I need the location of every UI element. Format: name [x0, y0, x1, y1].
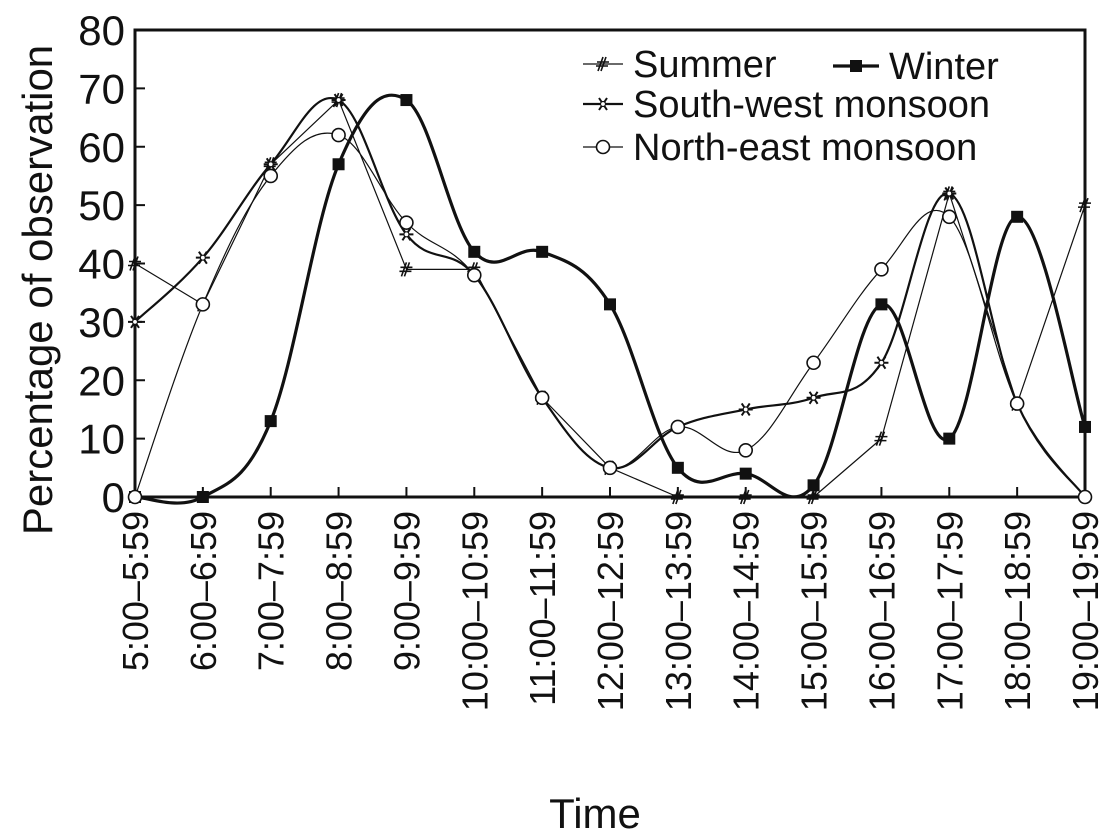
data-point	[806, 355, 821, 371]
legend-label: Winter	[889, 46, 999, 88]
data-point	[1011, 210, 1024, 223]
legend-label: North-east monsoon	[633, 127, 977, 169]
data-point	[602, 460, 618, 476]
series-north-east-monsoon	[127, 127, 1093, 505]
y-axis-title: Percentage of observation	[14, 45, 61, 535]
x-tick-label: 7:00–7:59	[251, 511, 292, 671]
data-point	[670, 419, 686, 435]
x-tick-label: 10:00–10:59	[454, 511, 495, 711]
data-point	[263, 168, 279, 184]
x-tick-label: 9:00–9:59	[386, 511, 427, 671]
legend-item: Summer	[583, 44, 777, 86]
data-point	[806, 489, 820, 505]
data-point	[534, 390, 550, 406]
data-point-core	[335, 96, 342, 104]
data-point	[399, 262, 413, 277]
data-point-core	[199, 254, 206, 261]
data-point	[127, 489, 143, 505]
data-point	[1079, 420, 1091, 433]
data-point	[874, 262, 889, 277]
data-point	[468, 245, 481, 258]
data-point-core	[131, 318, 139, 325]
y-tick-label: 10	[78, 416, 125, 463]
series-line	[134, 132, 1086, 498]
data-point	[807, 479, 820, 492]
data-point	[875, 298, 888, 311]
data-point	[195, 297, 211, 312]
data-point	[1078, 197, 1091, 213]
legend-item: South-west monsoon	[583, 84, 990, 126]
y-axis: 0 10 20 30 40 50 60 70 80	[78, 7, 145, 521]
y-tick-label: 20	[78, 357, 125, 404]
x-tick-label: 16:00–16:59	[861, 511, 902, 711]
x-tick-label: 17:00–17:59	[929, 511, 970, 711]
y-tick-label: 40	[78, 241, 125, 288]
data-point-core	[810, 394, 817, 401]
legend-marker	[596, 56, 609, 72]
data-point	[128, 256, 141, 271]
data-point-core	[742, 406, 749, 413]
legend-marker	[595, 139, 611, 155]
data-point	[466, 267, 482, 283]
x-axis-title: Time	[549, 790, 641, 836]
y-tick-label: 0	[102, 474, 125, 521]
data-point-core	[267, 161, 274, 168]
legend-label: Summer	[633, 44, 777, 86]
data-point-core	[403, 231, 410, 238]
data-point-core	[878, 359, 885, 366]
y-tick-label: 70	[78, 65, 125, 112]
x-tick-label: 5:00–5:59	[115, 511, 156, 671]
series-layer	[127, 92, 1093, 505]
data-point	[400, 94, 413, 107]
data-point	[196, 491, 209, 503]
x-tick-label: 12:00–12:59	[590, 511, 631, 711]
data-point	[1009, 396, 1025, 411]
x-tick-label: 15:00–15:59	[794, 511, 835, 711]
y-tick-label: 80	[78, 7, 125, 54]
legend-item: North-east monsoon	[583, 127, 977, 169]
data-point	[604, 298, 616, 311]
legend-marker-core	[599, 100, 607, 108]
data-point	[1077, 489, 1093, 505]
y-tick-label: 30	[78, 299, 125, 346]
y-tick-label: 50	[78, 182, 125, 229]
x-tick-label: 11:00–11:59	[522, 511, 563, 706]
x-axis: 5:00–5:59 6:00–6:59 7:00–7:59 8:00–8:59 9:00…	[115, 487, 1106, 711]
x-tick-label: 18:00–18:59	[997, 511, 1038, 711]
legend-label: South-west monsoon	[633, 84, 990, 126]
data-point	[536, 245, 549, 258]
data-point	[332, 158, 345, 171]
x-tick-label: 6:00–6:59	[183, 511, 224, 671]
data-point	[738, 442, 754, 458]
data-point	[671, 461, 684, 474]
x-tick-label: 14:00–14:59	[726, 511, 767, 711]
data-point	[264, 415, 277, 428]
legend-item: Winter	[833, 46, 999, 88]
data-point	[738, 489, 752, 505]
x-tick-label: 8:00–8:59	[319, 511, 360, 671]
data-point	[399, 215, 414, 230]
y-tick-label: 60	[78, 124, 125, 171]
data-point	[874, 431, 888, 446]
data-point	[943, 432, 956, 445]
data-point	[670, 489, 684, 505]
legend-marker	[850, 60, 862, 72]
data-point	[739, 467, 752, 480]
x-tick-label: 13:00–13:59	[658, 511, 699, 711]
data-point-core	[946, 190, 953, 197]
x-tick-label: 19:00–19:59	[1065, 511, 1106, 711]
data-point	[941, 209, 957, 225]
data-point	[331, 127, 346, 143]
